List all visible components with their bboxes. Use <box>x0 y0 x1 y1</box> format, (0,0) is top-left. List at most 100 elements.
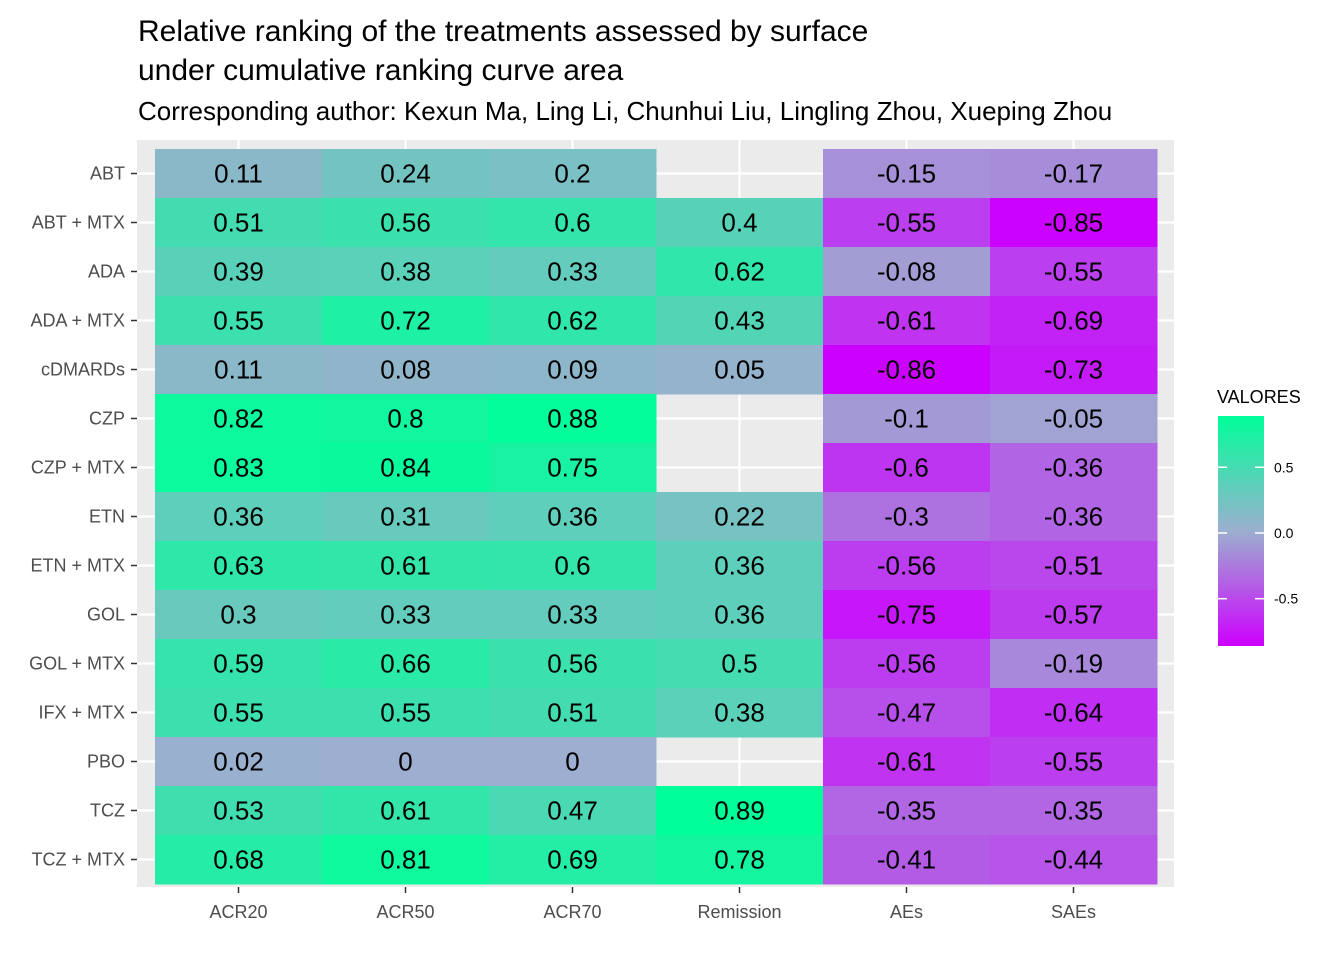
cell-value-label: 0.31 <box>380 502 431 532</box>
cell-value-label: 0.6 <box>554 551 590 581</box>
legend-ticks: 0.5 0.0 -0.5 <box>1218 459 1298 607</box>
cell-value-label: 0.39 <box>213 257 264 287</box>
heatmap-cell <box>990 492 1158 542</box>
cell-value-label: 0.4 <box>721 208 757 238</box>
cell-value-label: 0.33 <box>547 600 598 630</box>
heatmap-cell <box>322 688 490 738</box>
heatmap-cell <box>823 737 991 787</box>
cell-value-label: -0.36 <box>1044 502 1103 532</box>
cell-value-label: 0.63 <box>213 551 264 581</box>
cell-value-label: 0.72 <box>380 306 431 336</box>
cell-value-label: 0.2 <box>554 159 590 189</box>
cell-value-label: 0.84 <box>380 453 431 483</box>
heatmap-cell <box>489 345 657 395</box>
heatmap-cell <box>823 296 991 346</box>
cell-value-label: -0.86 <box>877 355 936 385</box>
y-tick-label: TCZ + MTX <box>32 850 126 870</box>
cell-value-label: -0.61 <box>877 747 936 777</box>
heatmap-cell <box>656 198 824 248</box>
y-tick-label: ETN + MTX <box>30 556 125 576</box>
cell-value-label: 0.47 <box>547 796 598 826</box>
cell-value-label: 0.56 <box>380 208 431 238</box>
heatmap-cell <box>489 737 657 787</box>
chart-title: Relative ranking of the treatments asses… <box>138 15 869 87</box>
x-axis: ACR20 ACR50 ACR70 Remission AEs SAEs <box>209 887 1096 922</box>
cell-value-label: -0.55 <box>877 208 936 238</box>
heatmap-cell <box>322 737 490 787</box>
heatmap-cell <box>489 492 657 542</box>
cell-value-label: 0.88 <box>547 404 598 434</box>
cell-value-label: -0.05 <box>1044 404 1103 434</box>
y-tick-label: cDMARDs <box>41 360 125 380</box>
heatmap-cell <box>489 639 657 689</box>
cell-value-label: 0.61 <box>380 551 431 581</box>
heatmap-cell <box>656 345 824 395</box>
cell-value-label: -0.6 <box>884 453 929 483</box>
cell-value-label: 0.5 <box>721 649 757 679</box>
cell-value-label: 0.55 <box>380 698 431 728</box>
heatmap-cell <box>656 639 824 689</box>
cell-value-label: 0.08 <box>380 355 431 385</box>
heatmap-cell <box>489 149 657 199</box>
heatmap-cell <box>155 737 323 787</box>
heatmap-cell <box>823 443 991 493</box>
cell-value-label: 0.51 <box>547 698 598 728</box>
cell-value-label: 0.11 <box>214 355 263 385</box>
heatmap-cell <box>489 590 657 640</box>
cell-value-label: 0.33 <box>380 600 431 630</box>
cell-value-label: 0.22 <box>714 502 765 532</box>
cell-value-label: 0.61 <box>380 796 431 826</box>
heatmap-cell <box>656 688 824 738</box>
heatmap-cells <box>155 149 1158 885</box>
heatmap-cell <box>990 443 1158 493</box>
cell-value-label: 0.11 <box>214 159 263 189</box>
heatmap-cell <box>322 345 490 395</box>
heatmap-cell <box>656 296 824 346</box>
heatmap-cell <box>155 835 323 885</box>
cell-value-label: -0.73 <box>1044 355 1103 385</box>
cell-value-label: -0.47 <box>877 698 936 728</box>
y-tick-label: PBO <box>87 752 125 772</box>
cell-value-label: 0.36 <box>714 551 765 581</box>
heatmap-cell <box>990 688 1158 738</box>
cell-value-label: 0.8 <box>387 404 423 434</box>
heatmap-cell <box>823 639 991 689</box>
heatmap-cell <box>656 786 824 836</box>
cell-value-label: 0.36 <box>547 502 598 532</box>
cell-value-label: 0.62 <box>714 257 765 287</box>
cell-value-label: -0.64 <box>1044 698 1103 728</box>
heatmap-cell <box>155 443 323 493</box>
legend-tick-label: -0.5 <box>1274 591 1298 607</box>
heatmap-cell <box>823 247 991 297</box>
heatmap-cell <box>322 149 490 199</box>
cell-value-label: -0.36 <box>1044 453 1103 483</box>
heatmap-cell <box>155 198 323 248</box>
heatmap-cell <box>990 835 1158 885</box>
heatmap-cell <box>990 541 1158 591</box>
cell-value-label: 0.69 <box>547 845 598 875</box>
cell-value-label: -0.51 <box>1044 551 1103 581</box>
x-tick-label: ACR20 <box>209 902 267 922</box>
cell-value-label: 0.75 <box>547 453 598 483</box>
heatmap-cell <box>823 345 991 395</box>
cell-value-label: 0.36 <box>213 502 264 532</box>
cell-value-label: 0.24 <box>380 159 431 189</box>
heatmap-cell <box>990 296 1158 346</box>
heatmap-cell <box>322 541 490 591</box>
heatmap-cell <box>656 541 824 591</box>
x-tick-label: AEs <box>890 902 923 922</box>
heatmap-cell <box>489 198 657 248</box>
cell-value-label: -0.56 <box>877 649 936 679</box>
heatmap-cell <box>489 296 657 346</box>
cell-value-label: 0.68 <box>213 845 264 875</box>
heatmap-cell <box>823 541 991 591</box>
cell-value-label: 0.51 <box>213 208 264 238</box>
cell-value-label: 0.81 <box>380 845 431 875</box>
heatmap-cell <box>990 590 1158 640</box>
cell-value-label: 0.83 <box>213 453 264 483</box>
heatmap-cell <box>155 149 323 199</box>
heatmap-cell <box>322 786 490 836</box>
heatmap-cell <box>155 786 323 836</box>
heatmap-cell <box>155 639 323 689</box>
